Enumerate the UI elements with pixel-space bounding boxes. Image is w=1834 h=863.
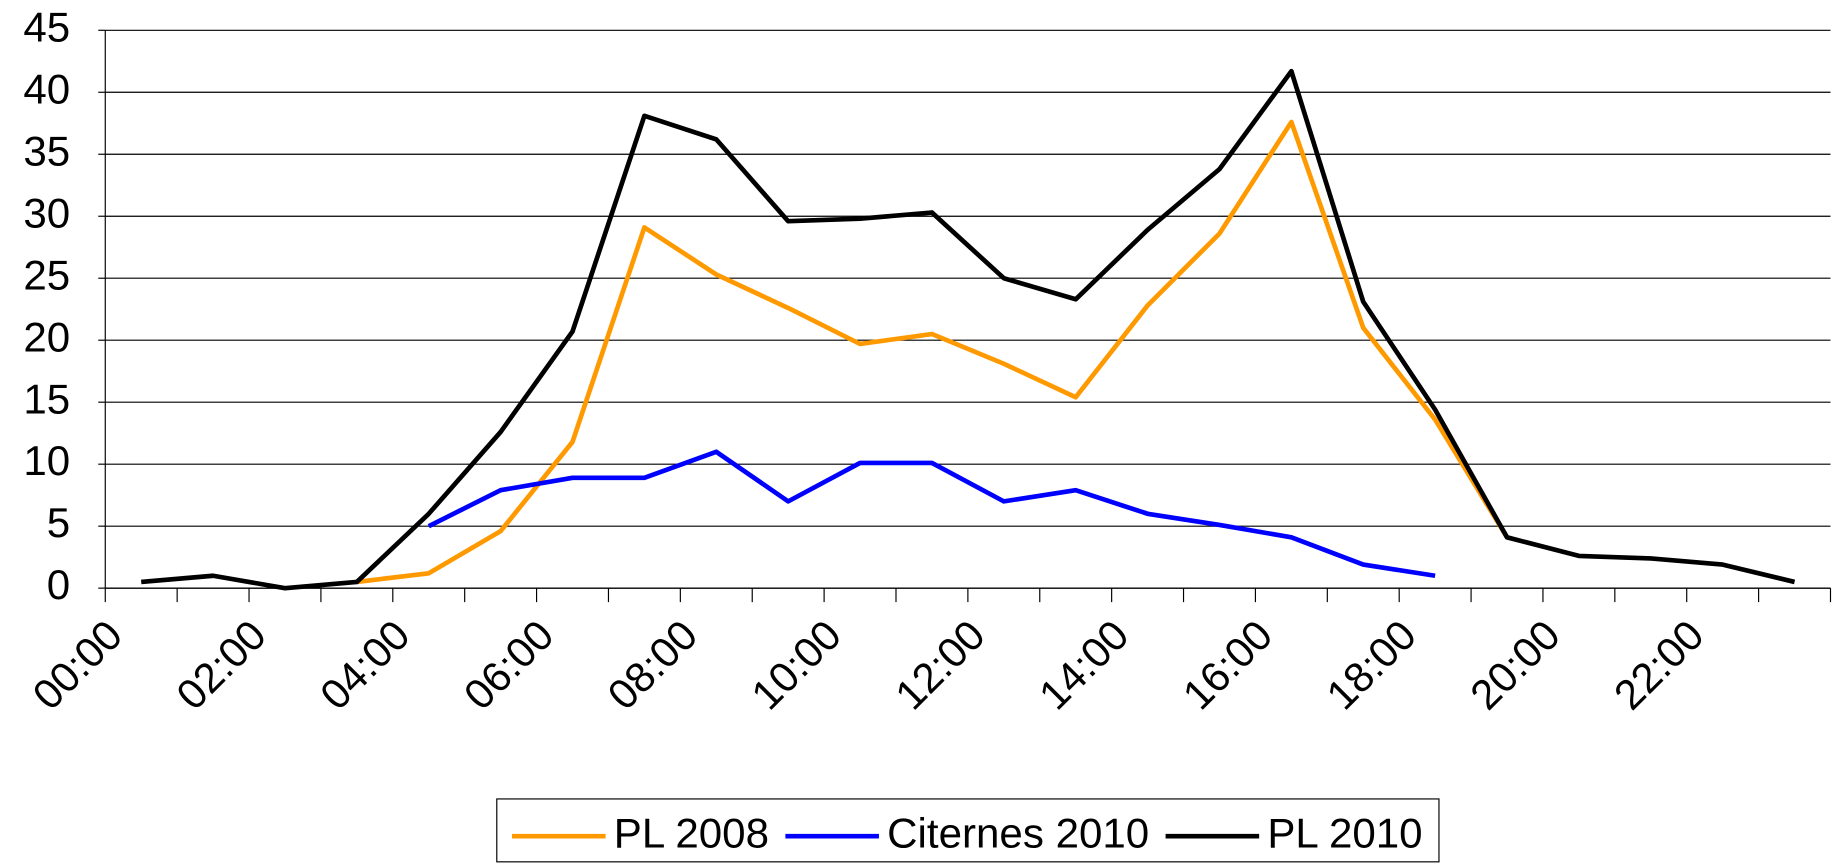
x-tick-label: 18:00 [1317,611,1425,718]
y-tick-label: 10 [23,437,70,484]
y-tick-label: 40 [23,65,70,112]
y-tick-label: 5 [47,499,70,546]
x-tick-label: 22:00 [1605,611,1713,718]
series-line [356,119,1510,585]
legend-box [496,798,1440,863]
y-tick-label: 25 [23,251,70,298]
legend-label: PL 2010 [1267,809,1422,856]
x-tick-label: 16:00 [1174,611,1282,718]
y-tick-label: 15 [23,375,70,422]
legend-label: Citernes 2010 [887,809,1149,856]
series-line [427,449,1436,579]
y-tick-label: 20 [23,313,70,360]
x-tick-label: 08:00 [598,611,706,718]
legend: PL 2008 Citernes 2010 PL 2010 [496,798,1440,863]
x-tick-label: 04:00 [311,611,419,718]
x-tick-label: 02:00 [167,611,275,718]
x-tick-label: 06:00 [455,611,563,718]
legend-label: PL 2008 [614,809,769,856]
x-tick-label: 10:00 [742,611,850,718]
x-tick-label: 00:00 [23,611,131,718]
x-tick-label: 14:00 [1030,611,1138,718]
y-tick-label: 45 [23,3,70,50]
x-tick-label: 12:00 [886,611,994,718]
y-tick-label: 0 [47,561,70,608]
x-tick-label: 20:00 [1461,611,1569,718]
y-tick-label: 30 [23,189,70,236]
series-line [141,68,1796,591]
y-tick-label: 35 [23,127,70,174]
